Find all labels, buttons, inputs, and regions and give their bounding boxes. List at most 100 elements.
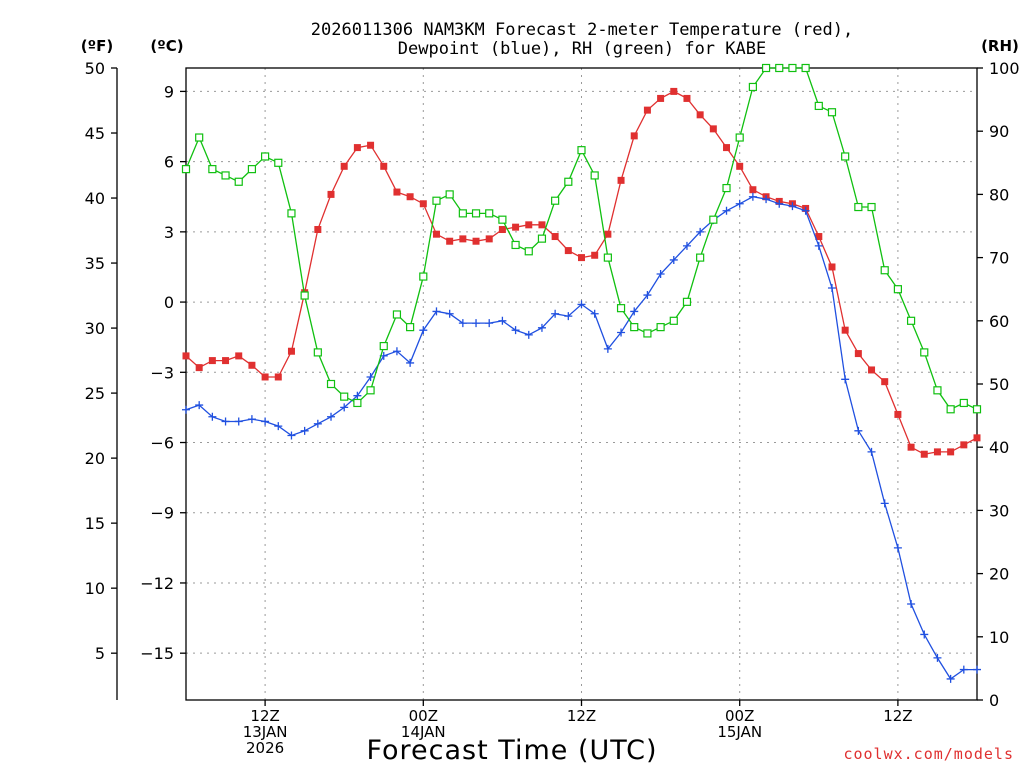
dewpoint-point — [801, 206, 810, 215]
tick-labels: 50454035302520151059630−3−6−9−12−1510090… — [85, 59, 1020, 757]
dewpoint-point — [524, 330, 533, 339]
rh-point — [471, 209, 481, 218]
temperature-point — [854, 350, 862, 358]
rh-point — [788, 63, 797, 73]
dewpoint-point — [537, 323, 546, 332]
rh-point — [511, 240, 520, 250]
temperature-point — [604, 230, 612, 238]
rh-point — [669, 316, 678, 325]
rh-tick-label: 60 — [989, 312, 1009, 331]
x-tick-label: 12Z — [883, 707, 912, 725]
rh-point — [748, 82, 757, 92]
dewpoint-point — [973, 665, 981, 674]
rh-point — [722, 183, 731, 193]
rh-point — [353, 398, 362, 408]
temperature-point — [907, 443, 915, 451]
temperature-point — [696, 111, 704, 119]
rh-point — [313, 348, 322, 357]
temperature-point — [340, 162, 348, 170]
temperature-point — [551, 233, 559, 241]
dewpoint-point — [406, 358, 415, 367]
rh-point — [946, 405, 955, 414]
rh-point — [709, 215, 718, 224]
gridlines — [186, 68, 977, 700]
rh-point — [419, 272, 428, 281]
rh-point — [616, 304, 626, 313]
rh-point — [603, 253, 612, 262]
temperature-point — [828, 263, 836, 271]
rh-point — [287, 209, 296, 218]
x-tick-label: 13JAN — [243, 723, 288, 741]
rh-point — [432, 196, 441, 205]
dewpoint-line — [185, 196, 977, 680]
x-tick-label: 12Z — [250, 707, 279, 725]
rh-unit-label: (RH) — [981, 37, 1019, 55]
temperature-point — [235, 352, 243, 360]
temperature-point — [472, 237, 480, 245]
rh-point — [867, 202, 876, 212]
dewpoint-point — [617, 328, 626, 337]
temperature-point — [973, 434, 981, 442]
rh-tick-label: 10 — [989, 628, 1009, 647]
x-tick-label: 2026 — [246, 739, 284, 757]
temperature-point — [749, 186, 757, 194]
temperature-point — [868, 366, 876, 374]
celsius-tick-label: 6 — [164, 153, 174, 172]
rh-point — [775, 63, 784, 73]
fahrenheit-tick-label: 20 — [85, 449, 105, 468]
temperature-point — [195, 364, 203, 372]
temperature-point — [353, 144, 361, 152]
celsius-tick-label: −6 — [150, 434, 174, 453]
dewpoint-point — [551, 309, 560, 318]
rh-point — [814, 101, 823, 111]
chart-title: 2026011306 NAM3KM Forecast 2-meter Tempe… — [311, 20, 853, 40]
dewpoint-point — [419, 326, 428, 335]
rh-line — [185, 67, 978, 411]
dewpoint-point — [353, 391, 362, 400]
fahrenheit-tick-label: 50 — [85, 59, 105, 78]
fahrenheit-unit-label: (ºF) — [81, 37, 113, 55]
rh-point — [340, 392, 349, 401]
temperature-point — [406, 193, 414, 201]
dewpoint-point — [959, 665, 968, 674]
rh-point — [735, 133, 744, 142]
dewpoint-point — [432, 307, 441, 316]
dewpoint-point — [748, 192, 757, 201]
rh-tick-label: 0 — [989, 691, 999, 710]
x-tick-label: 15JAN — [717, 723, 762, 741]
dewpoint-point — [392, 347, 401, 356]
celsius-unit-label: (ºC) — [150, 37, 183, 55]
temperature-point — [261, 373, 269, 381]
dewpoint-point — [696, 227, 705, 236]
dewpoint-point — [735, 199, 744, 208]
rh-point — [920, 348, 929, 357]
rh-point — [577, 146, 586, 155]
temperature-point — [643, 106, 651, 114]
dewpoint-point — [287, 431, 296, 440]
temperature-point — [274, 373, 282, 381]
dewpoint-point — [907, 600, 916, 609]
dewpoint-point — [564, 312, 573, 321]
credit-label[interactable]: coolwx.com/models — [843, 745, 1014, 763]
temperature-point — [920, 450, 928, 458]
temperature-point — [947, 448, 955, 456]
rh-point — [261, 152, 270, 161]
dewpoint-point — [590, 309, 599, 318]
dewpoint-point — [603, 344, 612, 353]
celsius-tick-label: −15 — [140, 644, 174, 663]
temperature-point — [538, 221, 546, 229]
dewpoint-point — [880, 499, 889, 508]
rh-point — [392, 310, 402, 319]
rh-point — [841, 152, 850, 161]
rh-point — [485, 209, 494, 218]
dewpoint-point — [182, 405, 190, 414]
dewpoint-point — [221, 417, 230, 426]
rh-point — [537, 234, 547, 243]
temperature-point — [367, 141, 375, 149]
dewpoint-point — [854, 426, 863, 435]
rh-tick-label: 40 — [989, 438, 1009, 457]
temperature-point — [960, 441, 968, 449]
celsius-tick-label: 3 — [164, 223, 174, 242]
dewpoint-point — [775, 199, 784, 208]
rh-point — [590, 171, 599, 180]
